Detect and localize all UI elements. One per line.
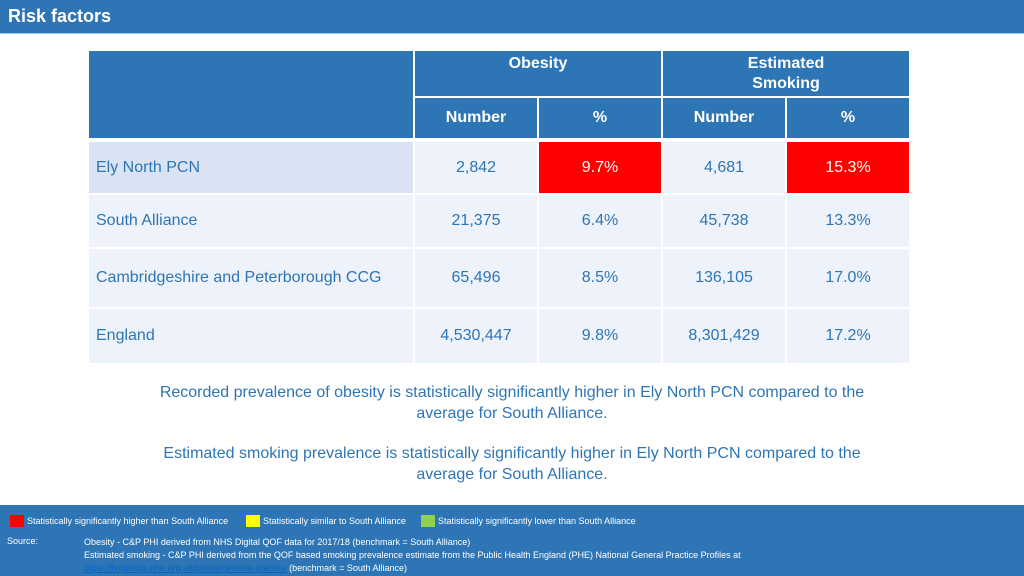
source-benchmark: (benchmark = South Alliance)	[289, 563, 407, 573]
legend-item-similar: Statistically similar to South Alliance	[246, 515, 406, 527]
subheader-smoking-number: Number	[663, 98, 785, 138]
source-line-obesity: Obesity - C&P PHI derived from NHS Digit…	[84, 537, 471, 547]
cell-obesity-percent: 8.5%	[539, 249, 661, 307]
cell-smoking-percent: 17.2%	[787, 309, 909, 363]
cell-smoking-number: 8,301,429	[663, 309, 785, 363]
yellow-swatch	[246, 515, 260, 527]
cell-smoking-percent: 13.3%	[787, 195, 909, 247]
cell-obesity-percent: 9.8%	[539, 309, 661, 363]
row-name-south-alliance: South Alliance	[89, 195, 413, 247]
source-line-smoking: Estimated smoking - C&P PHI derived from…	[84, 550, 741, 560]
page-title: Risk factors	[8, 6, 112, 26]
legend-item-lower: Statistically significantly lower than S…	[421, 515, 636, 527]
subheader-obesity-number: Number	[415, 98, 537, 138]
row-name-ely-north-pcn: Ely North PCN	[89, 142, 413, 193]
green-swatch	[421, 515, 435, 527]
title-bar: Risk factors	[0, 0, 1024, 34]
source-text: Obesity - C&P PHI derived from NHS Digit…	[84, 536, 741, 575]
fingertips-link[interactable]: https://fingertips.phe.org.uk/profile/ge…	[84, 563, 287, 573]
cell-obesity-percent-higher: 9.7%	[539, 142, 661, 193]
group-header-smoking: Estimated Smoking	[663, 51, 909, 96]
cell-obesity-number: 65,496	[415, 249, 537, 307]
group-header-obesity: Obesity	[415, 51, 661, 96]
cell-smoking-number: 4,681	[663, 142, 785, 193]
smoking-note: Estimated smoking prevalence is statisti…	[163, 445, 861, 483]
legend-label: Statistically similar to South Alliance	[263, 516, 407, 526]
legend-label: Statistically significantly higher than …	[27, 516, 229, 526]
cell-obesity-number: 2,842	[415, 142, 537, 193]
cell-obesity-number: 4,530,447	[415, 309, 537, 363]
cell-obesity-number: 21,375	[415, 195, 537, 247]
table-header-blank	[89, 51, 413, 138]
cell-smoking-number: 136,105	[663, 249, 785, 307]
risk-factors-table: Obesity Estimated Smoking Number % Numbe…	[89, 51, 909, 363]
footer: Statistically significantly higher than …	[0, 505, 1024, 576]
cell-obesity-percent: 6.4%	[539, 195, 661, 247]
source-label: Source:	[7, 536, 39, 546]
source-line-link: https://fingertips.phe.org.uk/profile/ge…	[84, 562, 741, 575]
cell-smoking-percent: 17.0%	[787, 249, 909, 307]
subheader-obesity-percent: %	[539, 98, 661, 138]
cell-smoking-percent-higher: 15.3%	[787, 142, 909, 193]
legend-label: Statistically significantly lower than S…	[438, 516, 636, 526]
legend-item-higher: Statistically significantly higher than …	[10, 515, 228, 527]
row-name-england: England	[89, 309, 413, 363]
row-name-cambridgeshire-peterborough-ccg: Cambridgeshire and Peterborough CCG	[89, 249, 413, 307]
red-swatch	[10, 515, 24, 527]
obesity-note: Recorded prevalence of obesity is statis…	[159, 384, 865, 422]
cell-smoking-number: 45,738	[663, 195, 785, 247]
subheader-smoking-percent: %	[787, 98, 909, 138]
